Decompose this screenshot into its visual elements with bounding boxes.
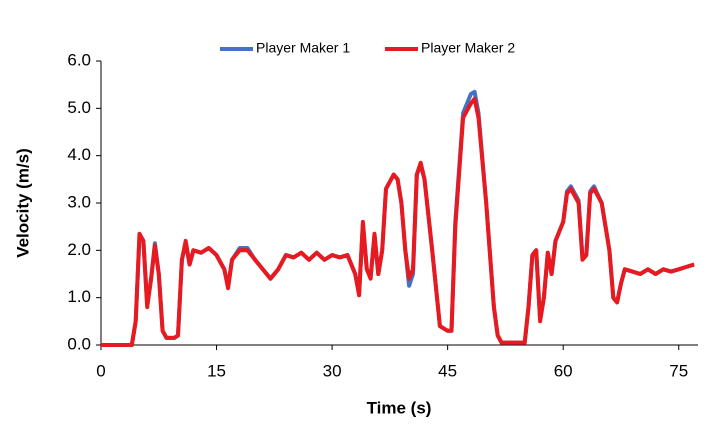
x-tick-label: 45 (438, 361, 457, 380)
x-axis-title: Time (s) (367, 398, 432, 417)
y-tick-label: 5.0 (67, 98, 91, 117)
y-tick-label: 4.0 (67, 145, 91, 164)
y-tick-label: 3.0 (67, 192, 91, 211)
x-tick-label: 60 (554, 361, 573, 380)
series-line (101, 96, 695, 347)
y-tick-label: 2.0 (67, 240, 91, 259)
x-tick-label: 75 (669, 361, 688, 380)
legend-text: Player Maker 2 (421, 40, 515, 56)
y-tick-label: 0.0 (67, 334, 91, 353)
x-tick-label: 30 (323, 361, 342, 380)
legend-text: Player Maker 1 (256, 40, 350, 56)
y-tick-label: 1.0 (67, 287, 91, 306)
y-tick-label: 6.0 (67, 50, 91, 69)
x-tick-label: 15 (207, 361, 226, 380)
x-tick-label: 0 (96, 361, 105, 380)
y-axis-title: Velocity (m/s) (13, 148, 32, 258)
